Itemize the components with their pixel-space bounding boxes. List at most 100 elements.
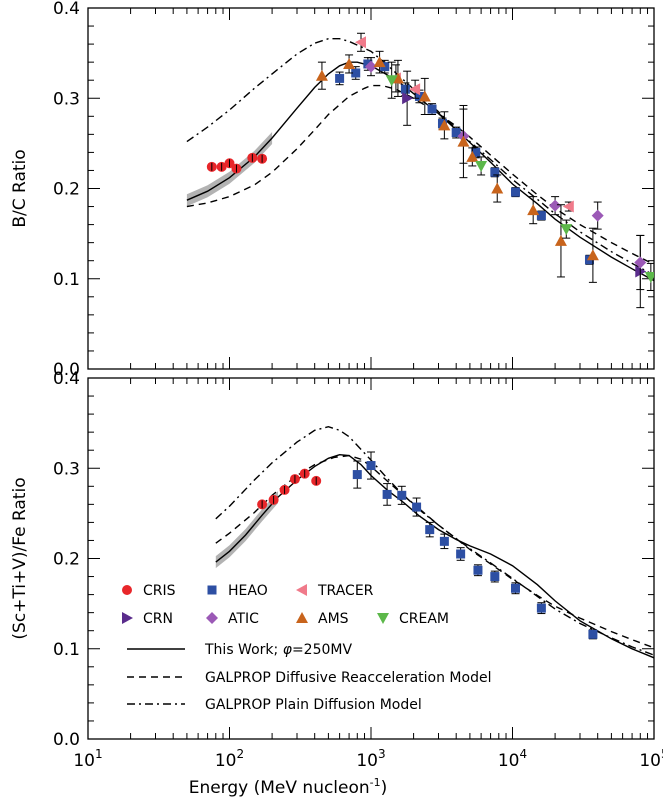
data-point-ams [466,150,479,162]
legend-marker-crn [122,612,133,624]
legend-marker-cream [377,613,389,624]
y-tick-label: 0.2 [53,180,80,200]
x-tick-label: 104 [498,747,527,771]
data-point-atic [591,209,604,222]
series-dashed [186,84,654,265]
legend-label-heao: HEAO [228,583,268,599]
data-point-ams [343,57,356,69]
series-atic [365,57,647,291]
uncertainty-band [186,132,273,207]
legend-line-label: GALPROP Plain Diffusion Model [205,697,422,713]
legend-marker-heao [207,585,217,595]
data-point-ams [315,69,328,81]
y-tick-label: 0.4 [53,0,80,19]
data-point-heao [490,167,500,177]
y-axis-label: (Sc+Ti+V)/Fe Ratio [10,477,30,639]
data-point-ams [554,234,567,246]
top-panel-bc-ratio: 0.0 0.1 0.2 0.3 0.4 B/C Ratio [10,0,655,380]
data-point-atic [634,256,647,269]
model-curve [215,425,654,656]
data-point-heao [366,461,376,471]
legend-line-label: GALPROP Diffusive Reacceleration Model [205,670,491,686]
data-point-ams [457,135,470,147]
y-tick-label: 0.2 [53,550,80,570]
series-solid [215,453,654,659]
data-point-tracer [409,83,421,96]
data-point-ams [438,119,451,131]
legend-marker-atic [206,612,218,624]
data-point-heao [439,536,449,546]
data-point-heao [427,104,437,114]
legend-marker-tracer [296,584,307,596]
series-heao [335,57,594,265]
data-point-ams [586,249,599,261]
data-point-cream [385,75,398,87]
y-tick-label: 0.0 [53,730,80,750]
data-point-heao [412,502,422,512]
data-point-tracer [562,200,574,213]
data-point-heao [335,73,345,83]
legend-label-tracer: TRACER [317,583,374,599]
data-point-heao [352,470,362,480]
y-tick-label: 0.0 [53,360,80,380]
data-point-heao [471,147,481,157]
data-point-atic [365,60,377,73]
legend-label-ams: AMS [318,611,349,627]
y-tick-label: 0.3 [53,459,80,479]
y-tick-label: 0.1 [53,270,80,290]
legend-label-crn: CRN [143,611,173,627]
data-point-heao [351,68,361,78]
legend-marker-ams [296,612,308,623]
data-point-heao [510,583,520,593]
data-point-heao [510,187,520,197]
legend-label-cris: CRIS [143,583,176,599]
data-point-ams [527,204,540,216]
y-axis-label: B/C Ratio [10,149,30,227]
legend-label-atic: ATIC [228,611,259,627]
data-point-ams [373,56,386,68]
data-point-heao [414,91,424,101]
data-point-heao [456,549,466,559]
legend: CRIS HEAO TRACER CRN ATIC AMS CREAM This Work; … [122,583,491,713]
data-point-heao [536,211,546,221]
series-cream [385,61,654,291]
y-tick-label: 0.1 [53,640,80,660]
series-heao [352,451,598,640]
data-point-tracer [355,36,367,49]
uncertainty-band [215,491,278,569]
data-point-ams [391,72,404,84]
data-point-heao [382,489,392,499]
series-cris [206,152,268,174]
y-tick-label: 0.4 [53,369,80,389]
x-tick-label: 102 [215,747,244,771]
legend-marker-cris [122,585,132,595]
series-ams [315,50,599,283]
data-point-atic [549,199,562,212]
series-dashdot [186,38,654,276]
data-point-heao [425,525,435,535]
series-cris [257,468,322,510]
legend-line-label: This Work; φ=250MV [204,642,352,658]
x-tick-label: 105 [639,747,663,771]
y-tick-label: 0.3 [53,89,80,109]
data-point-heao [451,128,461,138]
data-point-heao [400,84,410,94]
data-point-ams [491,182,504,194]
x-axis-label: Energy (MeV nucleon-1) [189,776,388,798]
data-point-cream [560,224,573,236]
data-point-ams [418,90,431,102]
bottom-panel-sctiv-fe-ratio: 0.0 0.1 0.2 0.3 0.4 101 102 103 104 105 (Sc+Ti+V)/… [10,369,663,771]
series-crn [402,70,647,309]
model-curve [186,38,654,276]
data-point-crn [402,92,414,105]
x-tick-label: 101 [73,747,102,771]
legend-label-cream: CREAM [399,611,449,627]
data-point-heao [588,629,598,639]
data-point-cream [475,160,488,172]
model-curve [215,453,654,659]
data-point-heao [536,603,546,613]
series-dashdot [215,425,654,656]
data-point-heao [473,565,483,575]
data-point-cream [644,271,654,283]
